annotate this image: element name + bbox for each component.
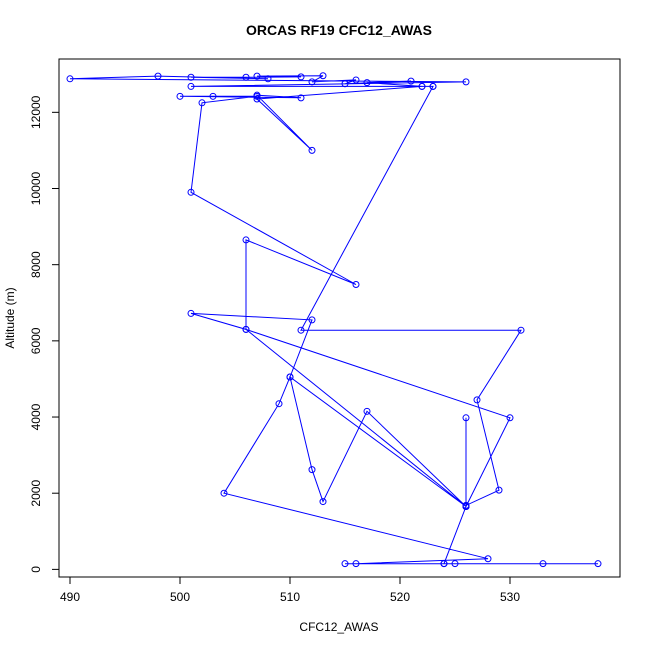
data-point [440,560,448,568]
y-tick-label: 0 [29,566,43,573]
data-point [352,560,360,568]
data-point [264,75,272,83]
data-point [275,400,283,408]
data-point [286,373,294,381]
data-point [319,72,327,80]
data-point [418,82,426,90]
data-point [242,236,250,244]
data-point [594,560,602,568]
data-point [253,95,261,103]
data-point [154,72,162,80]
data-point [242,325,250,333]
y-axis: 0 2000 4000 6000 8000 10000 12000 [29,95,60,573]
data-point [297,73,305,81]
data-point [209,92,217,100]
data-point [176,92,184,100]
data-point [308,316,316,324]
data-point [253,72,261,80]
y-tick-label: 4000 [29,403,43,430]
data-point [462,414,470,422]
data-point [242,73,250,81]
data-point [253,91,261,99]
data-point [462,78,470,86]
data-point [506,414,514,422]
data-point [517,326,525,334]
data-point [187,188,195,196]
data-point [341,560,349,568]
data-point [308,78,316,86]
y-axis-label: Altitude (m) [3,287,17,348]
data-point [66,75,74,83]
series-layer [66,72,602,568]
x-tick-label: 520 [390,590,410,604]
x-tick-label: 490 [60,590,80,604]
data-point [451,560,459,568]
data-point [308,466,316,474]
data-point [473,396,481,404]
data-point [352,280,360,288]
data-point [539,560,547,568]
data-point [495,486,503,494]
series-line [69,75,598,565]
data-point [297,326,305,334]
x-axis: 490 500 510 520 530 [60,576,520,604]
data-point [462,503,470,511]
x-tick-label: 500 [170,590,190,604]
data-point [484,555,492,563]
data-point [429,82,437,90]
data-point [198,99,206,107]
x-axis-label: CFC12_AWAS [299,620,378,634]
y-tick-label: 6000 [29,327,43,354]
data-point [187,73,195,81]
data-point [220,489,228,497]
data-point [407,77,415,85]
data-point [187,309,195,317]
x-tick-label: 510 [280,590,300,604]
data-point [308,146,316,154]
data-point [363,79,371,87]
data-point [352,76,360,84]
y-tick-label: 10000 [29,171,43,205]
data-point [187,82,195,90]
y-tick-label: 12000 [29,95,43,129]
data-point [297,94,305,102]
y-tick-label: 8000 [29,251,43,278]
chart-title: ORCAS RF19 CFC12_AWAS [246,22,432,38]
data-point [319,498,327,506]
data-point [341,80,349,88]
x-tick-label: 530 [500,590,520,604]
y-tick-label: 2000 [29,480,43,507]
data-point [363,407,371,415]
